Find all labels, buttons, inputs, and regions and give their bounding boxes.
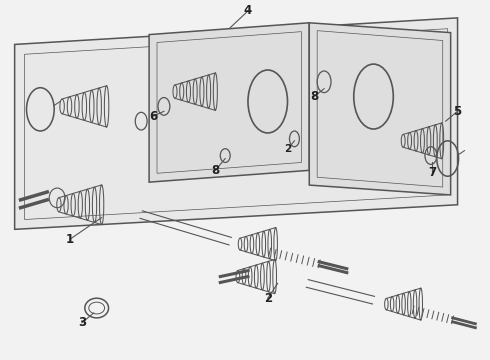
Text: 6: 6 (149, 110, 157, 123)
Text: 8: 8 (211, 164, 220, 177)
Polygon shape (15, 18, 458, 229)
Polygon shape (149, 23, 309, 182)
Text: 4: 4 (244, 4, 252, 18)
Text: 3: 3 (78, 316, 86, 329)
Text: 5: 5 (453, 105, 462, 118)
Text: 8: 8 (310, 90, 318, 103)
Text: 2: 2 (264, 292, 272, 305)
Text: 2: 2 (284, 144, 291, 154)
Text: 7: 7 (428, 166, 436, 179)
Polygon shape (309, 23, 451, 195)
Text: 1: 1 (66, 233, 74, 246)
